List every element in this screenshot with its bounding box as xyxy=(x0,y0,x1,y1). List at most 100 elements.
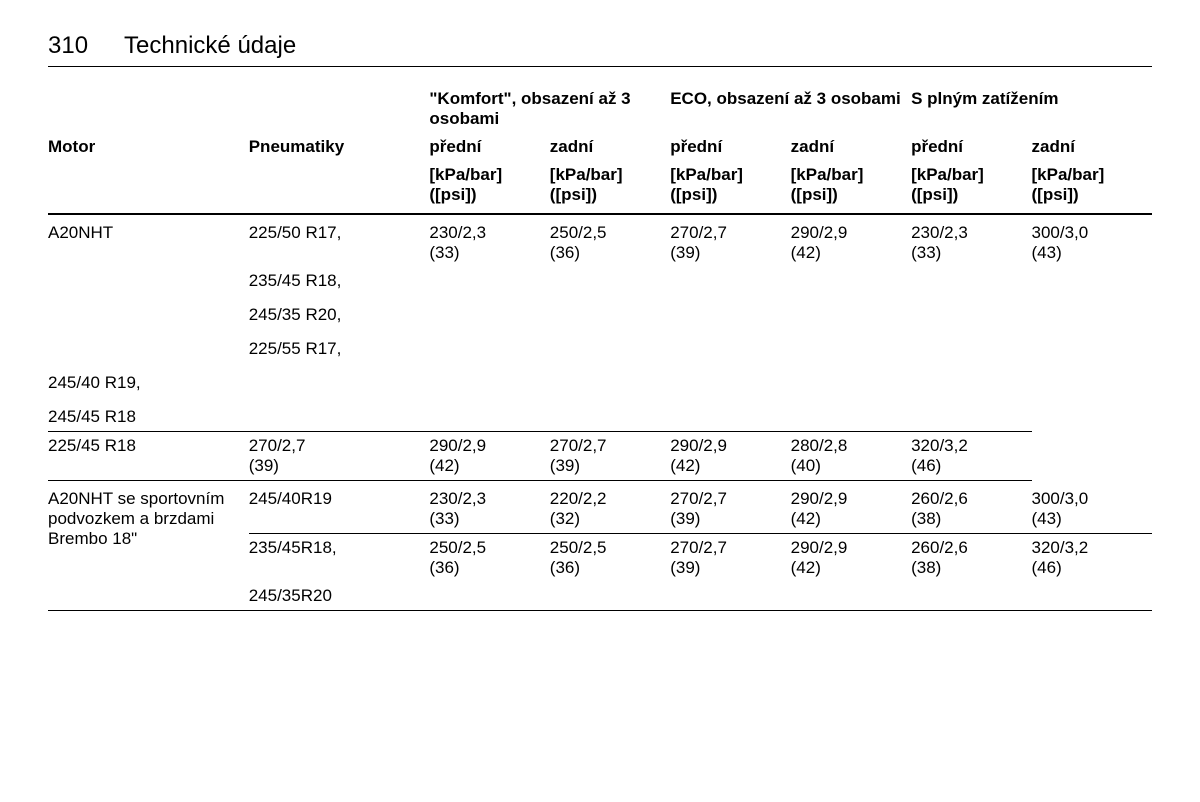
pressure-value xyxy=(670,301,790,329)
pressure-value: 250/2,5(36) xyxy=(550,534,670,583)
motor-cell: A20NHT se sportovním podvozkem a brzdami… xyxy=(48,481,249,611)
pressure-value: 320/3,2(46) xyxy=(1032,534,1153,583)
pressure-value: 270/2,7(39) xyxy=(670,481,790,534)
tyre-cell: 245/35R20 xyxy=(249,582,430,611)
pressure-value xyxy=(550,267,670,295)
tyre-cell: 225/50 R17, xyxy=(249,214,430,267)
pressure-value: 290/2,9(42) xyxy=(429,432,549,481)
pressure-value xyxy=(1032,301,1153,329)
col-group-full: S plným zatížením xyxy=(911,85,1152,131)
pressure-value: 260/2,6(38) xyxy=(911,534,1031,583)
pressure-value: 280/2,8(40) xyxy=(791,432,911,481)
col-eco-front: přední xyxy=(670,131,790,159)
pressure-value xyxy=(911,582,1031,611)
pressure-value xyxy=(550,403,670,432)
pressure-value xyxy=(911,403,1031,432)
table-row: A20NHT225/50 R17,230/2,3(33)250/2,5(36)2… xyxy=(48,214,1152,267)
pressure-value xyxy=(429,335,549,363)
pressure-value xyxy=(670,582,790,611)
motor-cell: A20NHT xyxy=(48,214,249,369)
pressure-value xyxy=(911,335,1031,363)
col-komfort-rear: zadní xyxy=(550,131,670,159)
table-row: 245/40 R19, xyxy=(48,369,1152,397)
col-full-rear: zadní xyxy=(1032,131,1153,159)
table-row: 225/45 R18270/2,7(39)290/2,9(42)270/2,7(… xyxy=(48,432,1152,481)
pressure-value: 270/2,7(39) xyxy=(670,534,790,583)
pressure-value: 230/2,3(33) xyxy=(429,481,549,534)
pressure-value xyxy=(791,403,911,432)
header-divider xyxy=(48,66,1152,67)
col-group-eco: ECO, obsazení až 3 osobami xyxy=(670,85,911,131)
pressure-value: 220/2,2(32) xyxy=(550,481,670,534)
unit: [kPa/bar] ([psi]) xyxy=(429,159,549,214)
pressure-value: 270/2,7(39) xyxy=(550,432,670,481)
pressure-value xyxy=(791,582,911,611)
tyre-cell: 245/45 R18 xyxy=(48,403,249,432)
pressure-value xyxy=(429,403,549,432)
pressure-value: 230/2,3(33) xyxy=(429,214,549,267)
page: 310 Technické údaje "Komfort", obsazení … xyxy=(0,0,1200,802)
pressure-value: 290/2,9(42) xyxy=(670,432,790,481)
page-number: 310 xyxy=(48,32,88,60)
pressure-value: 250/2,5(36) xyxy=(550,214,670,267)
col-tyre: Pneumatiky xyxy=(249,131,430,159)
pressure-value: 320/3,2(46) xyxy=(911,432,1031,481)
tyre-cell: 245/40 R19, xyxy=(48,369,249,397)
pressure-value xyxy=(1032,582,1153,611)
pressure-value xyxy=(550,335,670,363)
unit: [kPa/bar] ([psi]) xyxy=(670,159,790,214)
col-komfort-front: přední xyxy=(429,131,549,159)
pressure-value: 290/2,9(42) xyxy=(791,214,911,267)
pressure-value: 300/3,0(43) xyxy=(1032,481,1153,534)
unit: [kPa/bar] ([psi]) xyxy=(550,159,670,214)
table-row: 245/45 R18 xyxy=(48,403,1152,432)
pressure-value xyxy=(911,369,1031,397)
tyre-cell: 245/35 R20, xyxy=(249,301,430,329)
pressure-value: 270/2,7(39) xyxy=(670,214,790,267)
pressure-value xyxy=(550,301,670,329)
col-eco-rear: zadní xyxy=(791,131,911,159)
col-group-komfort: "Komfort", obsazení až 3 osobami xyxy=(429,85,670,131)
pressure-value xyxy=(429,301,549,329)
pressure-value xyxy=(670,335,790,363)
pressure-value xyxy=(1032,335,1153,363)
tyre-cell: 235/45R18, xyxy=(249,534,430,583)
header-row-groups: "Komfort", obsazení až 3 osobami ECO, ob… xyxy=(48,85,1152,131)
col-full-front: přední xyxy=(911,131,1031,159)
unit: [kPa/bar] ([psi]) xyxy=(1032,159,1153,214)
pressure-value xyxy=(791,301,911,329)
pressure-value: 250/2,5(36) xyxy=(429,534,549,583)
unit: [kPa/bar] ([psi]) xyxy=(911,159,1031,214)
tyre-cell: 225/55 R17, xyxy=(249,335,430,363)
pressure-value xyxy=(429,369,549,397)
pressure-value xyxy=(911,267,1031,295)
tyre-cell: 225/45 R18 xyxy=(48,432,249,481)
pressure-value xyxy=(670,403,790,432)
pressure-value: 290/2,9(42) xyxy=(791,481,911,534)
pressure-value: 270/2,7(39) xyxy=(249,432,430,481)
header-row-units: [kPa/bar] ([psi]) [kPa/bar] ([psi]) [kPa… xyxy=(48,159,1152,214)
pressure-table: "Komfort", obsazení až 3 osobami ECO, ob… xyxy=(48,85,1152,611)
table-body: A20NHT225/50 R17,230/2,3(33)250/2,5(36)2… xyxy=(48,214,1152,611)
pressure-value: 260/2,6(38) xyxy=(911,481,1031,534)
pressure-value xyxy=(791,335,911,363)
pressure-value xyxy=(550,582,670,611)
header-row-sub: Motor Pneumatiky přední zadní přední zad… xyxy=(48,131,1152,159)
pressure-value xyxy=(670,267,790,295)
page-title: Technické údaje xyxy=(124,32,296,60)
pressure-value xyxy=(911,301,1031,329)
table-row: A20NHT se sportovním podvozkem a brzdami… xyxy=(48,481,1152,534)
tyre-cell: 245/40R19 xyxy=(249,481,430,534)
pressure-value xyxy=(1032,267,1153,295)
pressure-value: 230/2,3(33) xyxy=(911,214,1031,267)
pressure-value xyxy=(550,369,670,397)
pressure-value: 300/3,0(43) xyxy=(1032,214,1153,267)
pressure-value xyxy=(670,369,790,397)
unit: [kPa/bar] ([psi]) xyxy=(791,159,911,214)
page-header: 310 Technické údaje xyxy=(48,32,1152,60)
pressure-value xyxy=(429,267,549,295)
pressure-value xyxy=(791,267,911,295)
pressure-value xyxy=(429,582,549,611)
pressure-value xyxy=(249,369,430,397)
tyre-cell: 235/45 R18, xyxy=(249,267,430,295)
